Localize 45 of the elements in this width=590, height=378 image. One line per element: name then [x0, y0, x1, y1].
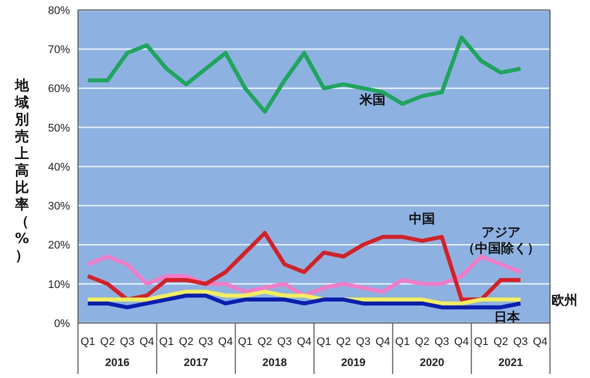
- text: 2016: [105, 357, 130, 369]
- x-tick-label: Q3: [120, 336, 135, 348]
- x-tick-label: Q2: [336, 336, 351, 348]
- y-tick-label: 10%: [48, 278, 70, 291]
- x-tick-label: Q2: [414, 336, 430, 348]
- y-tick-label: 20%: [48, 240, 70, 252]
- x-tick-label: Q4: [532, 336, 548, 348]
- series-label: 日本: [494, 309, 521, 324]
- x-tick-label: Q1: [395, 336, 410, 348]
- x-tick-label: Q4: [375, 336, 390, 348]
- text: 2017: [184, 357, 208, 369]
- series-label: 中国: [409, 210, 436, 226]
- x-tick-label: Q4: [454, 336, 469, 348]
- series-label: アジア（中国除く）: [462, 224, 540, 256]
- x-tick-label: Q3: [356, 336, 371, 348]
- x-tick-label: Q3: [198, 336, 214, 348]
- y-tick-label: 0%: [54, 318, 70, 330]
- text: 2021: [498, 357, 523, 369]
- series-label: 米国: [358, 92, 386, 107]
- y-tick-label: 80%: [48, 4, 70, 17]
- text: 欧州: [552, 292, 578, 308]
- x-tick-label: Q1: [80, 336, 96, 348]
- x-tick-label: Q3: [434, 336, 450, 348]
- y-tick-label: 70%: [48, 44, 70, 56]
- x-tick-label: Q1: [316, 336, 332, 348]
- text: 2018: [262, 357, 287, 369]
- text: 2020: [420, 357, 444, 369]
- x-tick-label: Q2: [493, 336, 508, 348]
- x-tick-label: Q4: [296, 336, 312, 348]
- x-tick-label: Q2: [257, 336, 272, 348]
- x-tick-label: Q1: [159, 336, 174, 348]
- x-tick-label: Q1: [238, 336, 253, 348]
- y-tick-label: 40%: [48, 161, 70, 174]
- x-tick-label: Q4: [139, 336, 154, 348]
- y-tick-label: 60%: [48, 83, 70, 96]
- x-tick-label: Q2: [100, 336, 115, 348]
- x-tick-label: Q2: [178, 336, 194, 348]
- text: 2019: [341, 357, 366, 369]
- y-tick-label: 50%: [48, 122, 70, 134]
- x-tick-label: Q3: [277, 336, 292, 348]
- text: 地域別売上高比率（%）: [14, 78, 30, 264]
- y-tick-label: 30%: [48, 200, 70, 213]
- x-tick-label: Q3: [513, 336, 528, 348]
- x-tick-label: Q1: [474, 336, 489, 348]
- x-tick-label: Q4: [218, 336, 233, 348]
